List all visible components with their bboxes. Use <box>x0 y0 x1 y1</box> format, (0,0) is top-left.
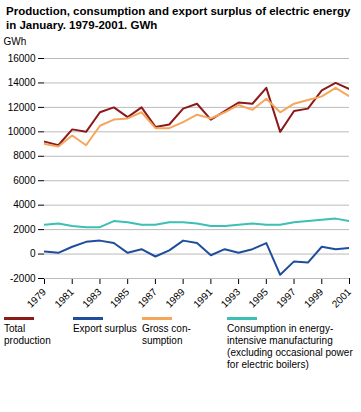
svg-text:16000: 16000 <box>8 53 36 64</box>
html-text:Gross con-sumption: Gross con-sumption <box>141 323 191 346</box>
svg-text:14000: 14000 <box>8 77 36 88</box>
html-text:Export surplus: Export surplus <box>72 323 137 334</box>
svg-text:2000: 2000 <box>13 224 36 235</box>
svg-text:10000: 10000 <box>8 126 36 137</box>
svg-text:1985: 1985 <box>108 286 132 310</box>
svg-text:6000: 6000 <box>13 175 36 186</box>
svg-text:1983: 1983 <box>80 286 104 310</box>
svg-text:1987: 1987 <box>136 286 160 310</box>
svg-text:GWh: GWh <box>4 36 27 47</box>
svg-text:1981: 1981 <box>52 286 76 310</box>
svg-text:12000: 12000 <box>8 102 36 113</box>
svg-text:1991: 1991 <box>191 286 215 310</box>
svg-text:2001: 2001 <box>330 286 354 310</box>
html-text:Consumption in energy-intensiv: Consumption in energy-intensive manufact… <box>227 323 353 370</box>
svg-text:1999: 1999 <box>302 286 326 310</box>
svg-text:1979: 1979 <box>25 286 49 310</box>
svg-text:0: 0 <box>30 248 36 259</box>
svg-text:8000: 8000 <box>13 150 36 161</box>
html-text:Total production: Total production <box>4 323 51 346</box>
svg-text:1989: 1989 <box>163 286 187 310</box>
svg-text:1995: 1995 <box>246 286 270 310</box>
html-text:Production, consumption and ex: Production, consumption and export surpl… <box>6 5 351 31</box>
svg-text:1997: 1997 <box>274 286 298 310</box>
svg-text:1993: 1993 <box>219 286 243 310</box>
svg-text:-2000: -2000 <box>10 273 36 284</box>
svg-text:4000: 4000 <box>13 199 36 210</box>
